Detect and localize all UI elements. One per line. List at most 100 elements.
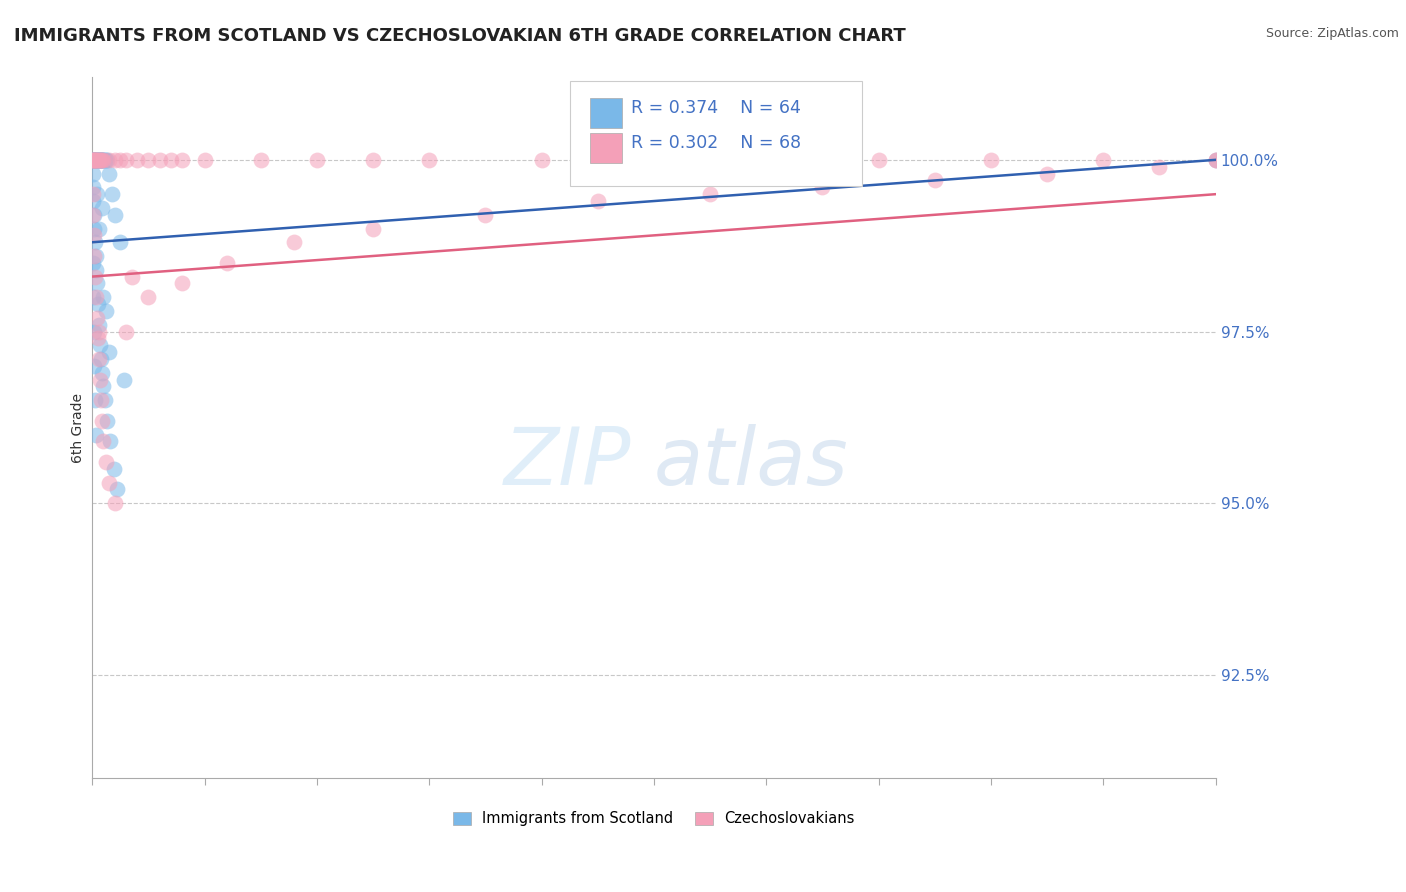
Point xyxy=(98,153,121,167)
Point xyxy=(159,153,181,167)
Point xyxy=(94,455,117,469)
Point xyxy=(91,153,114,167)
Point xyxy=(1205,153,1227,167)
Point xyxy=(89,153,111,167)
Point xyxy=(104,153,127,167)
Point xyxy=(83,359,105,373)
Point xyxy=(82,194,104,208)
Point xyxy=(215,256,238,270)
Point xyxy=(115,325,138,339)
Point xyxy=(924,173,946,187)
Point xyxy=(90,153,112,167)
Point xyxy=(170,277,193,291)
Point xyxy=(93,153,115,167)
FancyBboxPatch shape xyxy=(569,81,862,186)
Point xyxy=(83,228,105,243)
Point xyxy=(1036,167,1059,181)
Point xyxy=(83,208,105,222)
Point xyxy=(87,351,110,366)
Point xyxy=(90,153,112,167)
Point xyxy=(83,153,105,167)
Point xyxy=(86,153,108,167)
Point xyxy=(249,153,271,167)
Point xyxy=(87,153,110,167)
Point xyxy=(93,153,115,167)
Point xyxy=(283,235,305,250)
Point xyxy=(105,483,128,497)
Point xyxy=(84,153,107,167)
Text: Source: ZipAtlas.com: Source: ZipAtlas.com xyxy=(1265,27,1399,40)
Point xyxy=(83,153,105,167)
Point xyxy=(84,262,107,277)
Point xyxy=(86,153,108,167)
Point xyxy=(90,153,112,167)
Point xyxy=(89,153,111,167)
Point xyxy=(89,153,111,167)
Point xyxy=(643,153,665,167)
Point xyxy=(87,153,110,167)
Y-axis label: 6th Grade: 6th Grade xyxy=(72,392,86,463)
Point xyxy=(90,153,112,167)
Point xyxy=(84,235,107,250)
Point xyxy=(83,221,105,235)
Point xyxy=(84,153,107,167)
Point xyxy=(87,153,110,167)
Point xyxy=(82,208,104,222)
Point xyxy=(94,304,117,318)
Point xyxy=(1149,160,1171,174)
Point xyxy=(86,310,108,325)
Point xyxy=(98,475,121,490)
Point xyxy=(94,153,117,167)
Point xyxy=(91,366,114,380)
Point xyxy=(82,153,104,167)
Point xyxy=(104,208,127,222)
Point xyxy=(93,393,115,408)
Point xyxy=(90,351,112,366)
Point xyxy=(83,249,105,263)
Point xyxy=(82,153,104,167)
Point xyxy=(87,331,110,345)
Point xyxy=(87,325,110,339)
Text: atlas: atlas xyxy=(654,424,849,501)
Point xyxy=(1205,153,1227,167)
Point xyxy=(93,153,115,167)
Point xyxy=(83,153,105,167)
Point xyxy=(84,269,107,284)
Point xyxy=(87,153,110,167)
Point xyxy=(91,414,114,428)
Point xyxy=(84,153,107,167)
Point xyxy=(115,153,138,167)
Point xyxy=(127,153,149,167)
Point xyxy=(84,290,107,304)
Point xyxy=(91,153,114,167)
Point xyxy=(87,153,110,167)
Point xyxy=(811,180,834,194)
Point xyxy=(980,153,1002,167)
Point xyxy=(96,414,118,428)
Point xyxy=(418,153,440,167)
Point xyxy=(193,153,215,167)
Point xyxy=(89,338,111,352)
Point xyxy=(87,221,110,235)
Point xyxy=(89,373,111,387)
Point xyxy=(699,187,721,202)
Point xyxy=(93,290,115,304)
Point xyxy=(82,167,104,181)
Point xyxy=(1092,153,1115,167)
Point xyxy=(474,208,496,222)
Point xyxy=(96,153,118,167)
Point xyxy=(103,462,125,476)
Point xyxy=(87,318,110,332)
Point xyxy=(83,153,105,167)
FancyBboxPatch shape xyxy=(591,98,623,128)
Point xyxy=(361,221,384,235)
Text: R = 0.302    N = 68: R = 0.302 N = 68 xyxy=(631,134,801,152)
Point xyxy=(87,297,110,311)
Point xyxy=(82,180,104,194)
Point xyxy=(868,153,890,167)
Point xyxy=(84,153,107,167)
Point xyxy=(82,187,104,202)
Point xyxy=(138,290,160,304)
Point xyxy=(101,187,124,202)
Point xyxy=(86,187,108,202)
